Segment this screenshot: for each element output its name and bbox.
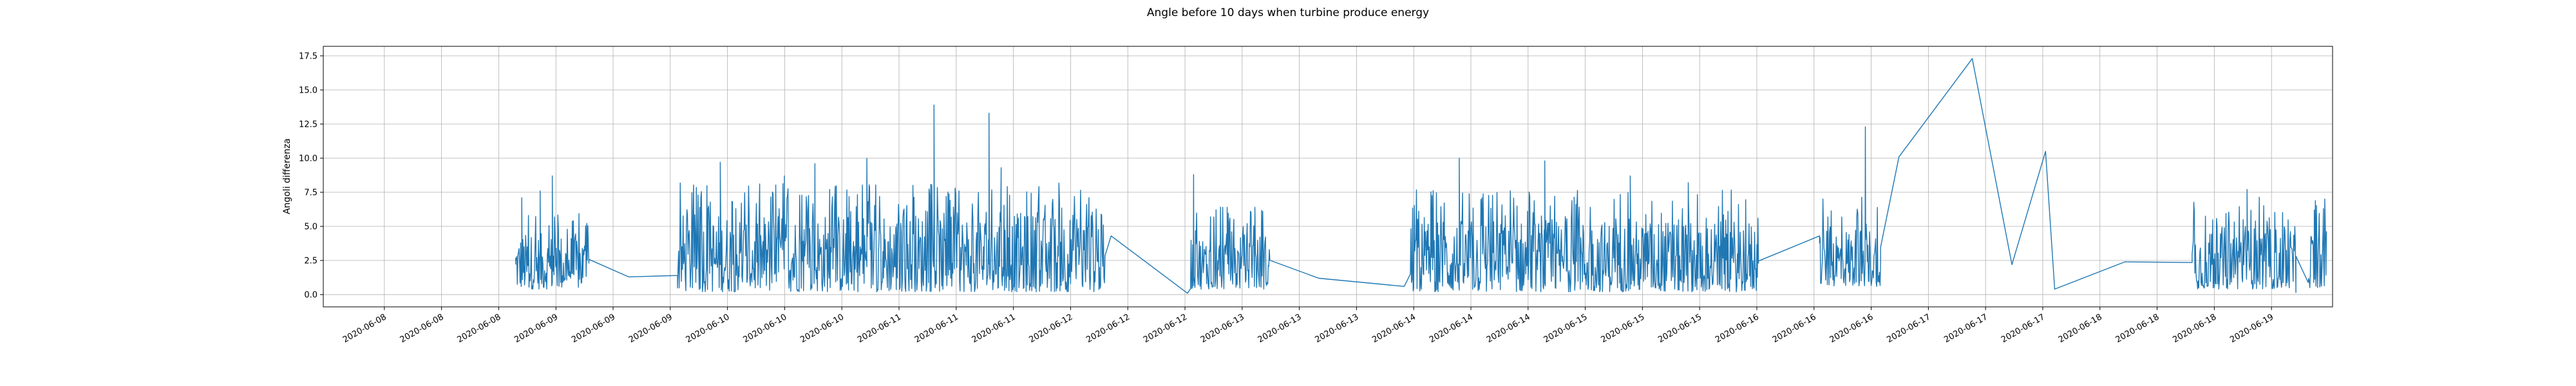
y-tick-label: 5.0 <box>304 222 317 232</box>
chart-title: Angle before 10 days when turbine produc… <box>1147 6 1429 19</box>
series-line <box>515 58 2327 294</box>
plot-frame <box>323 46 2333 308</box>
x-axis: 2020-06-08 2020-06-08 2020-06-08 2020-06-09… <box>341 307 2275 345</box>
x-tick-label: 2020-06-18 <box>2171 312 2218 345</box>
x-tick-label: 2020-06-13 <box>1313 312 1360 345</box>
x-tick-label: 2020-06-16 <box>1828 312 1875 345</box>
y-tick-label: 2.5 <box>304 256 317 266</box>
x-tick-label: 2020-06-15 <box>1656 312 1703 345</box>
x-tick-label: 2020-06-18 <box>2057 312 2104 345</box>
x-tick-label: 2020-06-15 <box>1599 312 1646 345</box>
x-tick-label: 2020-06-08 <box>399 312 446 345</box>
x-tick-label: 2020-06-13 <box>1256 312 1303 345</box>
x-tick-label: 2020-06-19 <box>2228 312 2275 345</box>
x-tick-label: 2020-06-09 <box>627 312 674 345</box>
x-tick-label: 2020-06-13 <box>1199 312 1246 345</box>
y-axis-label: Angoli differenza <box>282 138 292 214</box>
grid-lines <box>323 46 2333 307</box>
x-tick-label: 2020-06-09 <box>513 312 560 345</box>
x-tick-label: 2020-06-17 <box>1942 312 1989 345</box>
x-tick-label: 2020-06-10 <box>685 312 732 345</box>
x-tick-label: 2020-06-14 <box>1485 312 1532 345</box>
x-tick-label: 2020-06-12 <box>1084 312 1132 345</box>
y-tick-label: 7.5 <box>304 188 317 198</box>
x-tick-label: 2020-06-08 <box>455 312 502 345</box>
x-tick-label: 2020-06-09 <box>570 312 617 345</box>
x-tick-label: 2020-06-12 <box>1027 312 1074 345</box>
x-tick-label: 2020-06-14 <box>1370 312 1417 345</box>
x-tick-label: 2020-06-14 <box>1428 312 1475 345</box>
x-tick-label: 2020-06-15 <box>1542 312 1589 345</box>
x-tick-label: 2020-06-08 <box>341 312 388 345</box>
x-tick-label: 2020-06-11 <box>913 312 960 345</box>
x-tick-label: 2020-06-10 <box>799 312 846 345</box>
x-tick-label: 2020-06-11 <box>856 312 903 345</box>
y-tick-label: 17.5 <box>299 51 317 61</box>
y-tick-label: 10.0 <box>299 154 317 163</box>
x-tick-label: 2020-06-11 <box>971 312 1018 345</box>
x-tick-label: 2020-06-18 <box>2114 312 2161 345</box>
x-tick-label: 2020-06-17 <box>2000 312 2047 345</box>
x-tick-label: 2020-06-16 <box>1714 312 1761 345</box>
y-axis: 0.0 2.5 5.0 7.5 10.0 12.5 15.0 17.5 <box>299 51 323 300</box>
y-tick-label: 15.0 <box>299 86 317 95</box>
x-tick-label: 2020-06-17 <box>1885 312 1932 345</box>
y-tick-label: 0.0 <box>304 290 317 300</box>
series-layer <box>515 58 2327 294</box>
y-tick-label: 12.5 <box>299 120 317 129</box>
x-tick-label: 2020-06-12 <box>1142 312 1189 345</box>
x-tick-label: 2020-06-16 <box>1771 312 1818 345</box>
x-tick-label: 2020-06-10 <box>741 312 788 345</box>
